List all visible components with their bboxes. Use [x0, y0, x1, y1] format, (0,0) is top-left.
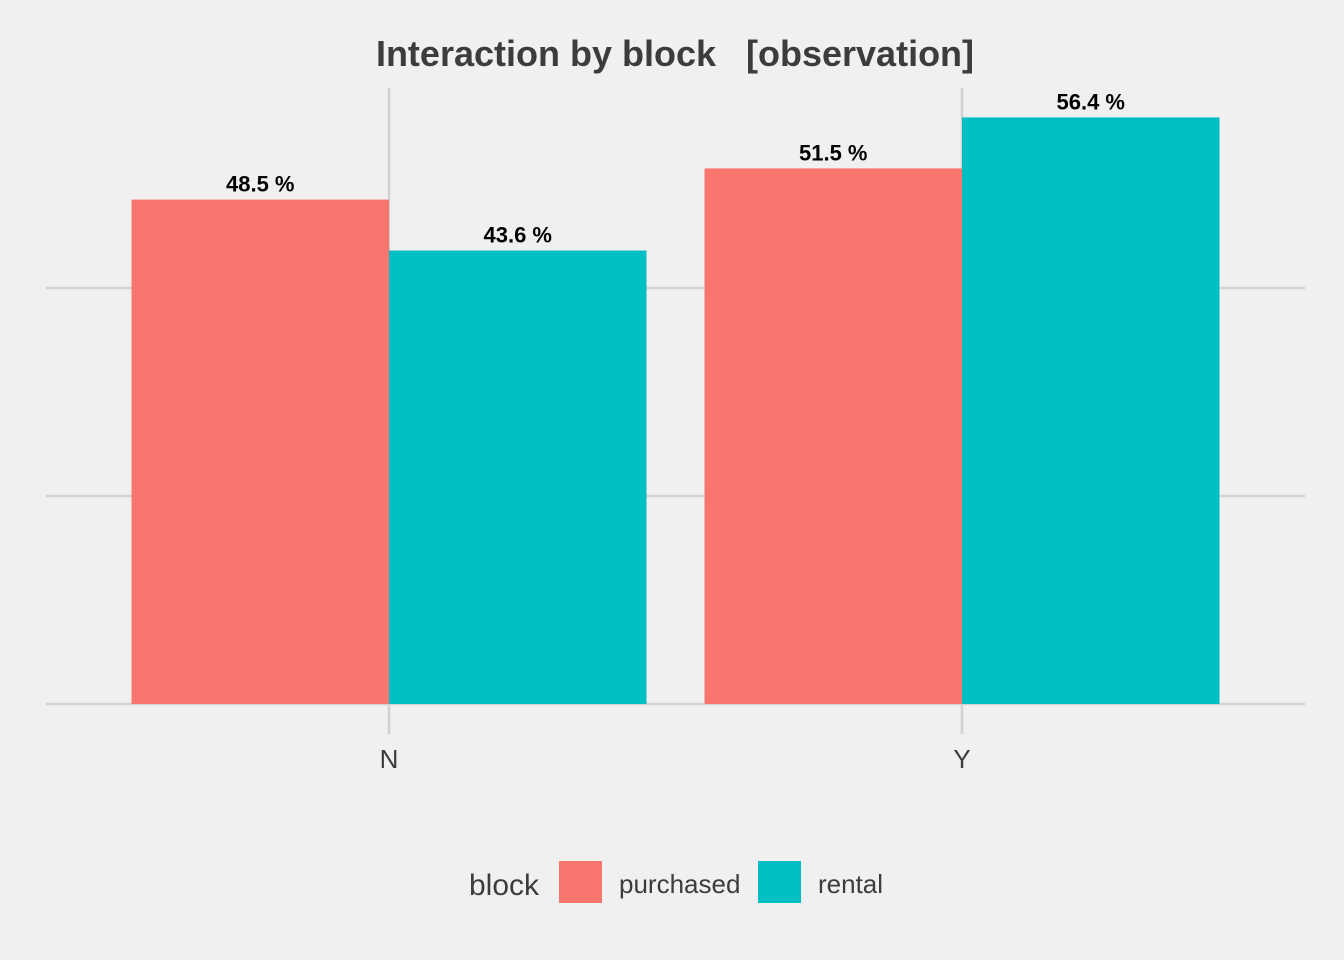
chart-title: Interaction by block [observation] — [376, 33, 974, 74]
legend-swatch-purchased — [559, 861, 602, 903]
bar-purchased-Y — [704, 168, 962, 704]
x-tick-label: N — [380, 744, 399, 774]
bar-rental-N — [389, 250, 647, 704]
legend-title: block — [469, 869, 540, 902]
data-label-rental-N: 43.6 % — [484, 223, 553, 248]
data-label-layer: 48.5 % 43.6 % 51.5 % 56.4 % — [226, 89, 1125, 247]
bar-layer — [131, 117, 1220, 704]
bar-purchased-N — [131, 199, 389, 704]
legend: block purchased rental — [469, 861, 883, 903]
data-label-purchased-N: 48.5 % — [226, 172, 295, 197]
bar-rental-Y — [962, 117, 1220, 704]
legend-label-rental: rental — [818, 869, 883, 899]
legend-swatch-rental — [758, 861, 801, 903]
data-label-purchased-Y: 51.5 % — [799, 140, 868, 165]
x-tick-label: Y — [953, 744, 970, 774]
legend-label-purchased: purchased — [619, 869, 740, 899]
data-label-rental-Y: 56.4 % — [1057, 89, 1126, 114]
